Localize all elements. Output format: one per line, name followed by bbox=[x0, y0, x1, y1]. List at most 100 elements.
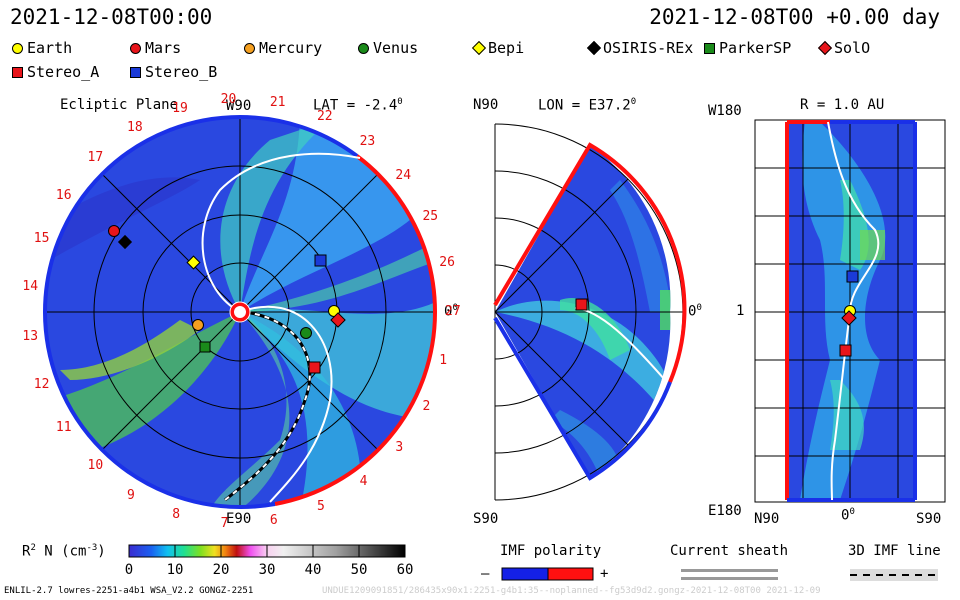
meridional-bottom-label: S90 bbox=[473, 511, 499, 527]
colorbar-tick-label: 50 bbox=[350, 562, 368, 578]
carrington-tick-label: 5 bbox=[316, 498, 325, 514]
meridional-plane-plot bbox=[493, 123, 687, 501]
legend-label: SolO bbox=[834, 39, 871, 57]
colorbar-tick-label: 20 bbox=[212, 562, 230, 578]
legend-mars: Mars bbox=[130, 39, 181, 57]
ecliptic-bottom-label: E90 bbox=[226, 511, 252, 527]
earth-marker-icon bbox=[12, 42, 23, 54]
carrington-tick-label: 20 bbox=[220, 92, 237, 108]
legend-mercury: Mercury bbox=[244, 39, 322, 57]
carrington-tick-label: 26 bbox=[439, 255, 455, 271]
legend-label: Venus bbox=[373, 39, 419, 57]
carrington-tick-label: 10 bbox=[87, 458, 104, 474]
radial-bottom-left: E180 bbox=[708, 503, 742, 519]
current-sheath-title: Current sheath bbox=[670, 543, 789, 559]
legend-label: ParkerSP bbox=[719, 39, 792, 57]
stereo-a-marker-icon bbox=[12, 66, 23, 78]
legend-solo: SolO bbox=[817, 39, 871, 57]
imf-plus: + bbox=[600, 566, 609, 582]
footer-right: UNDUE1209091851/286435x90x1:2251-g4b1:35… bbox=[322, 586, 821, 596]
mars-marker-icon bbox=[130, 42, 141, 54]
carrington-tick-label: 13 bbox=[22, 328, 39, 344]
carrington-tick-label: 6 bbox=[269, 512, 278, 528]
carrington-tick-label: 8 bbox=[172, 507, 181, 523]
legend-label: Bepi bbox=[488, 39, 525, 57]
carrington-tick-label: 27 bbox=[445, 304, 461, 319]
carrington-tick-label: 22 bbox=[316, 109, 333, 125]
parkersp-marker bbox=[199, 341, 211, 353]
legend-stereo-b: Stereo_B bbox=[130, 63, 217, 81]
carrington-tick-label: 1 bbox=[439, 352, 448, 368]
legend-earth: Earth bbox=[12, 39, 72, 57]
ecliptic-plane-plot bbox=[42, 115, 438, 510]
stereo-a-marker bbox=[575, 298, 588, 311]
imf3d-symbol bbox=[850, 569, 938, 581]
date-right: 2021-12-08T00 +0.00 day bbox=[649, 5, 940, 29]
colorbar-label: R2 N (cm-3) bbox=[22, 543, 106, 560]
footer-left: ENLIL-2.7 lowres-2251-a4b1 WSA_V2.2 GONG… bbox=[4, 586, 254, 596]
legend-osiris-rex: OSIRIS-REx bbox=[586, 39, 694, 57]
legend-parkersp: ParkerSP bbox=[704, 39, 791, 57]
carrington-tick-label: 21 bbox=[269, 95, 286, 111]
meridional-top-label: N90 bbox=[473, 97, 499, 113]
carrington-tick-label: 16 bbox=[55, 187, 72, 203]
carrington-tick-label: 9 bbox=[127, 487, 135, 503]
carrington-tick-label: 7 bbox=[220, 515, 229, 531]
mars-marker bbox=[108, 225, 120, 237]
imf-polarity-bar bbox=[501, 567, 594, 581]
legend-label: Earth bbox=[27, 39, 73, 57]
legend-venus: Venus bbox=[358, 39, 418, 57]
carrington-tick-label: 15 bbox=[33, 231, 50, 247]
carrington-tick-label: 25 bbox=[422, 208, 439, 224]
carrington-tick-label: 4 bbox=[359, 474, 368, 490]
imf3d-title: 3D IMF line bbox=[848, 543, 941, 559]
venus-marker-icon bbox=[358, 42, 369, 54]
meridional-right-label: 00 bbox=[688, 303, 702, 320]
stereo-b-marker bbox=[314, 254, 327, 267]
carrington-tick-label: 12 bbox=[33, 376, 50, 392]
colorbar-tick-label: 30 bbox=[258, 562, 276, 578]
stereo-b-marker bbox=[846, 270, 859, 283]
carrington-tick-label: 23 bbox=[359, 133, 376, 149]
solo-marker bbox=[841, 310, 857, 326]
radial-x-left: N90 bbox=[754, 511, 780, 527]
legend-stereo-a: Stereo_A bbox=[12, 63, 99, 81]
ecliptic-top-label: W90 bbox=[226, 98, 252, 114]
solo-marker bbox=[330, 312, 346, 328]
stereo-a-marker bbox=[839, 344, 852, 357]
mercury-marker bbox=[192, 319, 204, 331]
carrington-tick-label: 14 bbox=[22, 279, 39, 295]
stereo-a-marker bbox=[308, 361, 321, 374]
carrington-tick-label: 17 bbox=[87, 149, 104, 165]
ecliptic-right-label: 00 bbox=[444, 303, 458, 320]
legend-label: Stereo_A bbox=[27, 63, 100, 81]
legend-label: Mars bbox=[145, 39, 182, 57]
bepi-marker bbox=[186, 255, 201, 270]
radial-x-right: S90 bbox=[916, 511, 942, 527]
lat-label: LAT = -2.40 bbox=[313, 97, 403, 114]
legend-label: Stereo_B bbox=[145, 63, 218, 81]
lon-label: LON = E37.20 bbox=[538, 97, 637, 114]
radial-slice-plot bbox=[754, 119, 946, 503]
legend-label: Mercury bbox=[259, 39, 323, 57]
date-left: 2021-12-08T00:00 bbox=[10, 5, 213, 29]
carrington-tick-label: 18 bbox=[127, 120, 143, 136]
ecliptic-title: Ecliptic Plane bbox=[60, 97, 179, 113]
colorbar-tick-label: 60 bbox=[396, 562, 414, 578]
carrington-tick-label: 19 bbox=[172, 100, 188, 116]
colorbar-tick-label: 10 bbox=[166, 562, 184, 578]
carrington-tick-label: 2 bbox=[422, 399, 431, 415]
radial-x-mid: 00 bbox=[841, 507, 855, 524]
carrington-tick-label: 11 bbox=[55, 420, 72, 436]
carrington-tick-label: 3 bbox=[395, 440, 404, 456]
density-colorbar bbox=[128, 544, 406, 558]
colorbar-tick-label: 0 bbox=[124, 562, 134, 578]
radial-title: R = 1.0 AU bbox=[800, 97, 885, 113]
mercury-marker-icon bbox=[244, 42, 255, 54]
parkersp-marker-icon bbox=[704, 42, 715, 54]
legend-label: OSIRIS-REx bbox=[603, 39, 694, 57]
imf-minus: – bbox=[481, 566, 490, 582]
radial-top-left: W180 bbox=[708, 103, 742, 119]
current-sheath-symbol bbox=[681, 569, 778, 580]
